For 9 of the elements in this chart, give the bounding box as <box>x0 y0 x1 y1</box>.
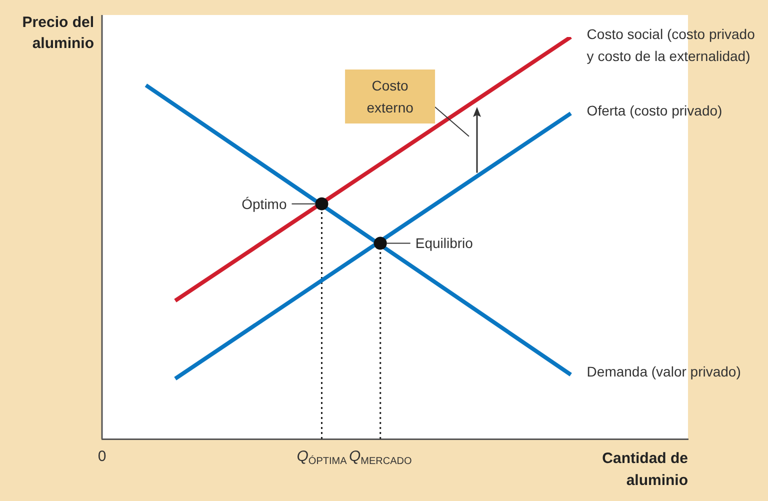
series-label: Oferta (costo privado) <box>586 102 722 118</box>
x-tick-label: 0 <box>98 448 106 465</box>
series-label: Costo social (costo privado y costo de la externalidad) <box>586 26 756 64</box>
y-axis-title: Precio del aluminio <box>22 14 94 52</box>
x-axis-title: Cantidad de aluminio <box>602 450 688 489</box>
series-label: Demanda (valor privado) <box>586 364 741 380</box>
annotation: Costo externo <box>366 78 414 116</box>
annotation: Óptimo <box>242 196 287 212</box>
annotation: Equilibrio <box>415 235 474 252</box>
